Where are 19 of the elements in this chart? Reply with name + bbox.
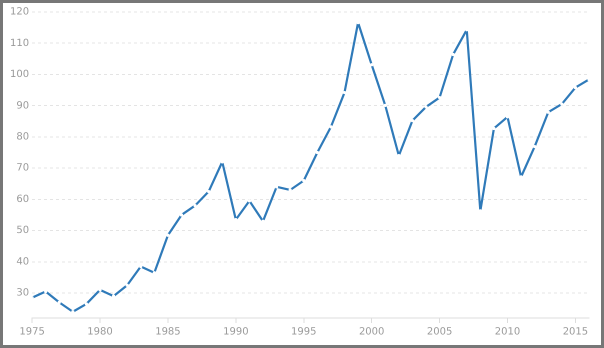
y-tick-label: 60 bbox=[16, 194, 30, 205]
y-tick-label: 100 bbox=[10, 69, 30, 80]
y-tick-label: 80 bbox=[16, 131, 30, 142]
x-tick-label: 1990 bbox=[223, 326, 249, 338]
y-tick-label: 120 bbox=[10, 6, 30, 18]
x-tick-label: 1980 bbox=[87, 326, 113, 338]
y-tick-label: 30 bbox=[16, 288, 30, 299]
x-tick-label: 2005 bbox=[426, 326, 452, 338]
y-tick-label: 40 bbox=[16, 256, 30, 268]
x-tick-label: 2015 bbox=[562, 326, 588, 338]
x-tick-label: 2010 bbox=[494, 326, 520, 338]
x-tick-label: 2000 bbox=[358, 326, 384, 338]
x-tick-label: 1975 bbox=[19, 326, 45, 338]
y-tick-label: 70 bbox=[16, 162, 30, 174]
x-tick-label: 1995 bbox=[291, 326, 316, 338]
y-tick-label: 90 bbox=[16, 100, 30, 112]
y-tick-label: 50 bbox=[16, 225, 30, 236]
y-tick-label: 110 bbox=[10, 38, 30, 49]
x-tick-label: 1985 bbox=[155, 326, 181, 338]
